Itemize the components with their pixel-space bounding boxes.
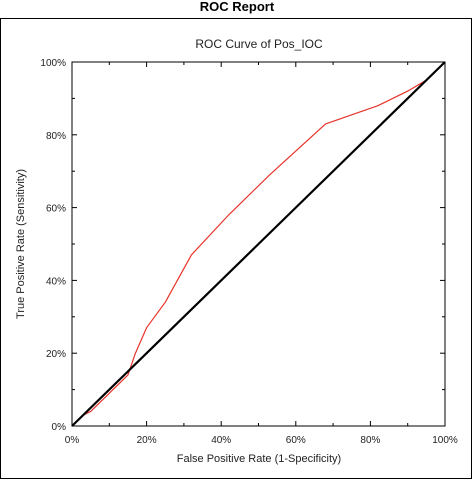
reference-diagonal-line — [71, 61, 446, 427]
y-tick-label: 40% — [46, 276, 66, 287]
y-axis-label: True Positive Rate (Sensitivity) — [15, 169, 27, 319]
roc-curve-line — [71, 61, 446, 427]
x-tick-label: 0% — [65, 435, 80, 446]
x-tick-label: 80% — [360, 435, 380, 446]
x-tick-label: 20% — [137, 435, 157, 446]
y-tick-label: 20% — [46, 349, 66, 360]
y-tick-label: 100% — [40, 58, 66, 69]
report-frame — [0, 18, 472, 479]
x-axis-label: False Positive Rate (1-Specificity) — [177, 453, 341, 465]
x-tick-label: 40% — [211, 435, 231, 446]
y-tick-label: 0% — [52, 422, 67, 433]
x-tick-label: 100% — [432, 435, 458, 446]
report-title: ROC Report — [199, 0, 275, 14]
x-tick-label: 60% — [286, 435, 306, 446]
chart-title: ROC Curve of Pos_IOC — [195, 37, 323, 51]
y-tick-label: 80% — [46, 131, 66, 142]
y-tick-label: 60% — [46, 204, 66, 215]
